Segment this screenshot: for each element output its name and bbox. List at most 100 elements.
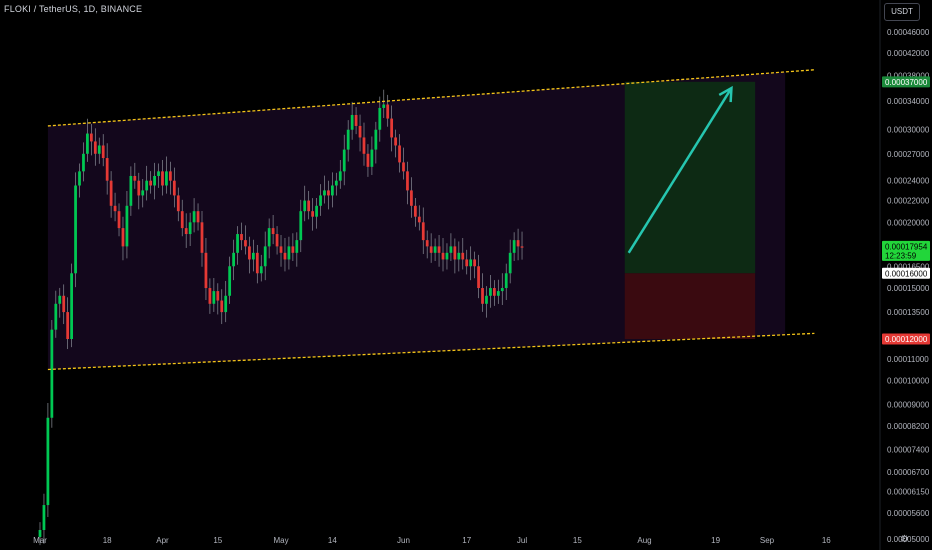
time-axis-tick-label: 17: [462, 536, 471, 545]
candle-body: [398, 145, 401, 163]
price-axis-tick-label: 0.00022000: [887, 197, 930, 206]
candle-body: [58, 295, 62, 304]
candle-body: [457, 252, 461, 260]
candle-body: [240, 234, 243, 241]
candle-body: [216, 291, 220, 301]
price-axis-tick-label: 0.00015000: [887, 284, 930, 293]
candle-body: [394, 137, 397, 146]
target-price-tag-label: 0.00037000: [885, 78, 928, 87]
time-axis-tick-label: 18: [103, 536, 112, 545]
candle-body: [485, 295, 488, 304]
candle-body: [212, 291, 216, 304]
projection-arrow[interactable]: [627, 85, 733, 254]
candle-body: [74, 185, 77, 274]
candle-body: [157, 171, 160, 176]
candle-body: [433, 246, 437, 253]
candle-body: [295, 240, 299, 253]
price-axis-tick-label: 0.00020000: [887, 218, 930, 227]
candle-body: [105, 158, 109, 181]
price-axis-tick-label: 0.00013500: [887, 308, 930, 317]
candle-body: [378, 107, 382, 130]
candle-body: [370, 149, 374, 167]
price-axis-tick-label: 0.00038000: [887, 72, 930, 81]
candle-body: [496, 291, 500, 296]
candle-body: [255, 252, 259, 274]
channel-lower-line[interactable]: [47, 332, 815, 371]
candle-body: [441, 252, 445, 260]
price-tags: 0.00037000 0.00016000 0.00012000 0.00017954…: [882, 76, 930, 345]
time-axis[interactable]: Mar 18 Apr 15 May 14 Jun 17 Jul 15 Aug 19 Sep 16: [33, 536, 831, 545]
price-axis-tick-label: 0.00011000: [887, 355, 929, 364]
time-axis-tick-label: Aug: [637, 536, 651, 545]
candle-body: [236, 234, 239, 253]
channel-upper-line[interactable]: [47, 69, 815, 127]
entry-price-tag-bg: [882, 267, 930, 279]
candle-body: [141, 190, 145, 196]
price-axis-tick-label: 0.00027000: [887, 150, 930, 159]
candle-body: [508, 252, 512, 274]
target-price-tag-bg: [882, 76, 930, 88]
time-axis-tick-label: 19: [711, 536, 720, 545]
candle-body: [192, 211, 196, 223]
candle-body: [259, 266, 263, 274]
candle-body: [445, 252, 449, 260]
candle-body: [42, 505, 46, 530]
time-axis-tick-label: 16: [822, 536, 831, 545]
price-axis-tick-label: 0.00005000: [887, 535, 930, 544]
candle-body: [469, 259, 473, 267]
price-axis-tick-label: 0.00046000: [887, 28, 930, 37]
candle-body: [129, 175, 133, 206]
long-position-loss-zone[interactable]: [624, 273, 756, 339]
price-axis-tick-label: 0.00009000: [887, 401, 930, 410]
candle-body: [327, 190, 330, 196]
candle-body: [465, 259, 469, 267]
candle-body: [149, 180, 153, 186]
entry-price-tag-label: 0.00016000: [885, 269, 928, 278]
candle-body: [82, 153, 85, 172]
price-axis-tick-label: 0.00008200: [887, 422, 930, 431]
candle-body: [453, 246, 457, 260]
candle-body: [358, 125, 362, 138]
candle-body: [287, 246, 291, 260]
price-axis-tick-label: 0.00006150: [887, 488, 930, 497]
candle-body: [520, 246, 524, 248]
price-axis-tick-label: 0.00007400: [887, 445, 930, 454]
candle-body: [169, 171, 172, 181]
projection-arrow-shaft: [627, 87, 733, 254]
time-axis-tick-label: Apr: [156, 536, 169, 545]
candle-body: [228, 266, 232, 296]
candle-body: [461, 252, 465, 260]
candle-body: [410, 190, 413, 206]
candle-body: [402, 162, 405, 172]
candle-body: [267, 228, 271, 247]
candle-body: [263, 246, 267, 267]
candle-body: [117, 211, 121, 229]
candle-body: [481, 288, 484, 304]
candlestick-series: [38, 89, 524, 546]
candle-body: [188, 222, 192, 235]
price-axis-tick-label: 0.00024000: [887, 177, 930, 186]
candle-body: [125, 205, 129, 247]
currency-unit-button[interactable]: USDT: [884, 3, 920, 21]
candle-body: [196, 211, 200, 223]
gear-icon[interactable]: ⚙: [900, 534, 909, 545]
price-axis-tick-label: 0.00042000: [887, 49, 930, 58]
candle-body: [121, 228, 125, 247]
candle-body: [251, 252, 255, 260]
candle-body: [417, 216, 421, 223]
candle-body: [283, 252, 287, 260]
candle-body: [425, 240, 429, 247]
candle-body: [311, 211, 315, 217]
price-axis-tick-label: 0.00034000: [887, 97, 930, 106]
candle-body: [232, 252, 235, 267]
long-position-profit-zone[interactable]: [624, 81, 756, 274]
candle-body: [224, 295, 228, 313]
candle-body: [161, 171, 164, 186]
candle-body: [172, 180, 176, 196]
candle-body: [291, 246, 295, 253]
candle-body: [89, 133, 93, 142]
candle-body: [323, 190, 326, 196]
candle-body: [200, 222, 204, 253]
price-axis-tick-label: 0.00010000: [887, 377, 930, 386]
